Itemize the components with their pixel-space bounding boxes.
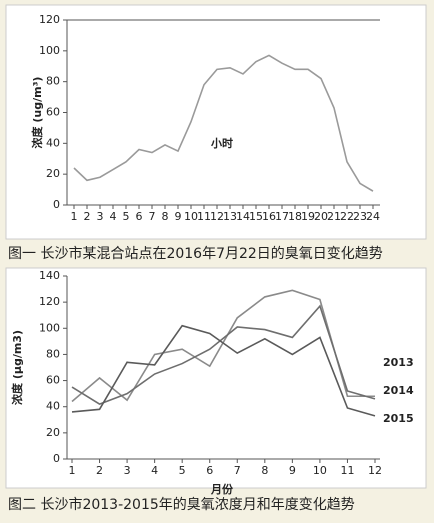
x-tick-label: 5 — [179, 464, 186, 477]
y-tick-label: 60 — [46, 106, 60, 119]
x-tick-label: 1 — [69, 464, 76, 477]
x-tick-label: 8 — [261, 464, 268, 477]
line — [73, 54, 374, 192]
caption: 图二 长沙市2013-2015年的臭氧浓度月和年度变化趋势 — [8, 496, 355, 513]
x-tick-label: 10 — [184, 210, 198, 223]
legend-label: 2013 — [383, 356, 414, 369]
y-tick-label: 0 — [53, 452, 60, 465]
x-tick-label: 14 — [236, 210, 250, 223]
y-tick-label: 80 — [46, 75, 60, 88]
x-tick-label: 2 — [96, 464, 103, 477]
y-tick-label: 20 — [46, 426, 60, 439]
x-tick-label: 11 — [197, 210, 211, 223]
x-tick-label: 9 — [175, 210, 182, 223]
x-tick-label: 20 — [314, 210, 328, 223]
x-tick-label: 9 — [289, 464, 296, 477]
x-tick-label: 11 — [340, 464, 354, 477]
y-tick-label: 80 — [46, 347, 60, 360]
line — [71, 324, 376, 417]
x-tick-label: 10 — [313, 464, 327, 477]
x-tick-label: 1 — [71, 210, 78, 223]
x-tick-label: 21 — [327, 210, 341, 223]
x-axis-label: 小时 — [210, 136, 233, 150]
x-tick-label: 3 — [97, 210, 104, 223]
x-tick-label: 17 — [275, 210, 289, 223]
x-tick-label: 8 — [162, 210, 169, 223]
caption: 图一 长沙市某混合站点在2016年7月22日的臭氧日变化趋势 — [8, 245, 383, 262]
y-tick-label: 100 — [39, 321, 60, 334]
x-tick-label: 12 — [210, 210, 224, 223]
y-tick-label: 0 — [53, 198, 60, 211]
x-tick-label: 6 — [136, 210, 143, 223]
y-tick-label: 140 — [39, 269, 60, 282]
y-axis-label: 浓度 (μg/m3) — [10, 330, 24, 405]
y-tick-label: 100 — [39, 44, 60, 57]
y-tick-label: 120 — [39, 295, 60, 308]
panel — [5, 267, 427, 489]
x-tick-label: 23 — [353, 210, 367, 223]
x-tick-label: 18 — [288, 210, 302, 223]
y-tick-label: 20 — [46, 167, 60, 180]
x-tick-label: 3 — [124, 464, 131, 477]
x-tick-label: 22 — [340, 210, 354, 223]
x-tick-label: 4 — [151, 464, 158, 477]
x-tick-label: 12 — [368, 464, 382, 477]
x-tick-label: 4 — [110, 210, 117, 223]
x-tick-label: 19 — [301, 210, 315, 223]
x-tick-label: 5 — [123, 210, 130, 223]
x-axis-label: 月份 — [210, 482, 234, 496]
x-tick-label: 7 — [234, 464, 241, 477]
legend-label: 2014 — [383, 384, 414, 397]
legend-label: 2015 — [383, 412, 414, 425]
x-tick-label: 7 — [149, 210, 156, 223]
x-tick-label: 24 — [366, 210, 380, 223]
x-tick-label: 2 — [84, 210, 91, 223]
panel — [5, 4, 427, 240]
y-tick-label: 60 — [46, 374, 60, 387]
x-tick-label: 15 — [249, 210, 263, 223]
y-tick-label: 40 — [46, 400, 60, 413]
x-tick-label: 6 — [206, 464, 213, 477]
y-tick-label: 40 — [46, 136, 60, 149]
x-tick-label: 16 — [262, 210, 276, 223]
line — [71, 289, 375, 403]
line — [71, 304, 376, 405]
x-tick-label: 13 — [223, 210, 237, 223]
y-tick-label: 120 — [39, 13, 60, 26]
y-axis-label: 浓度 (ug/m³) — [30, 77, 44, 149]
